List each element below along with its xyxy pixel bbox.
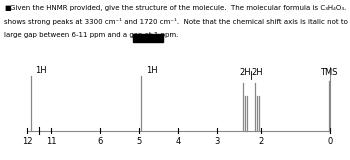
Text: large gap between 6-11 ppm and a gap at 1 ppm.: large gap between 6-11 ppm and a gap at … — [4, 32, 178, 38]
Text: 5: 5 — [137, 137, 142, 146]
Text: 4: 4 — [176, 137, 181, 146]
Text: 12: 12 — [22, 137, 32, 146]
Text: shows strong peaks at 3300 cm⁻¹ and 1720 cm⁻¹.  Note that the chemical shift axi: shows strong peaks at 3300 cm⁻¹ and 1720… — [4, 18, 350, 25]
Text: 2H: 2H — [239, 68, 251, 77]
Text: 11: 11 — [46, 137, 57, 146]
Text: Given the HNMR provided, give the structure of the molecule.  The molecular form: Given the HNMR provided, give the struct… — [10, 5, 350, 11]
Text: 1H: 1H — [36, 66, 47, 75]
Text: TMS: TMS — [320, 68, 338, 77]
Text: 3: 3 — [215, 137, 220, 146]
Text: 0: 0 — [327, 137, 332, 146]
Text: ■: ■ — [4, 5, 11, 11]
Text: 1H: 1H — [146, 66, 158, 75]
Text: 2H: 2H — [251, 68, 263, 77]
Text: 2: 2 — [259, 137, 264, 146]
Text: 6: 6 — [98, 137, 103, 146]
